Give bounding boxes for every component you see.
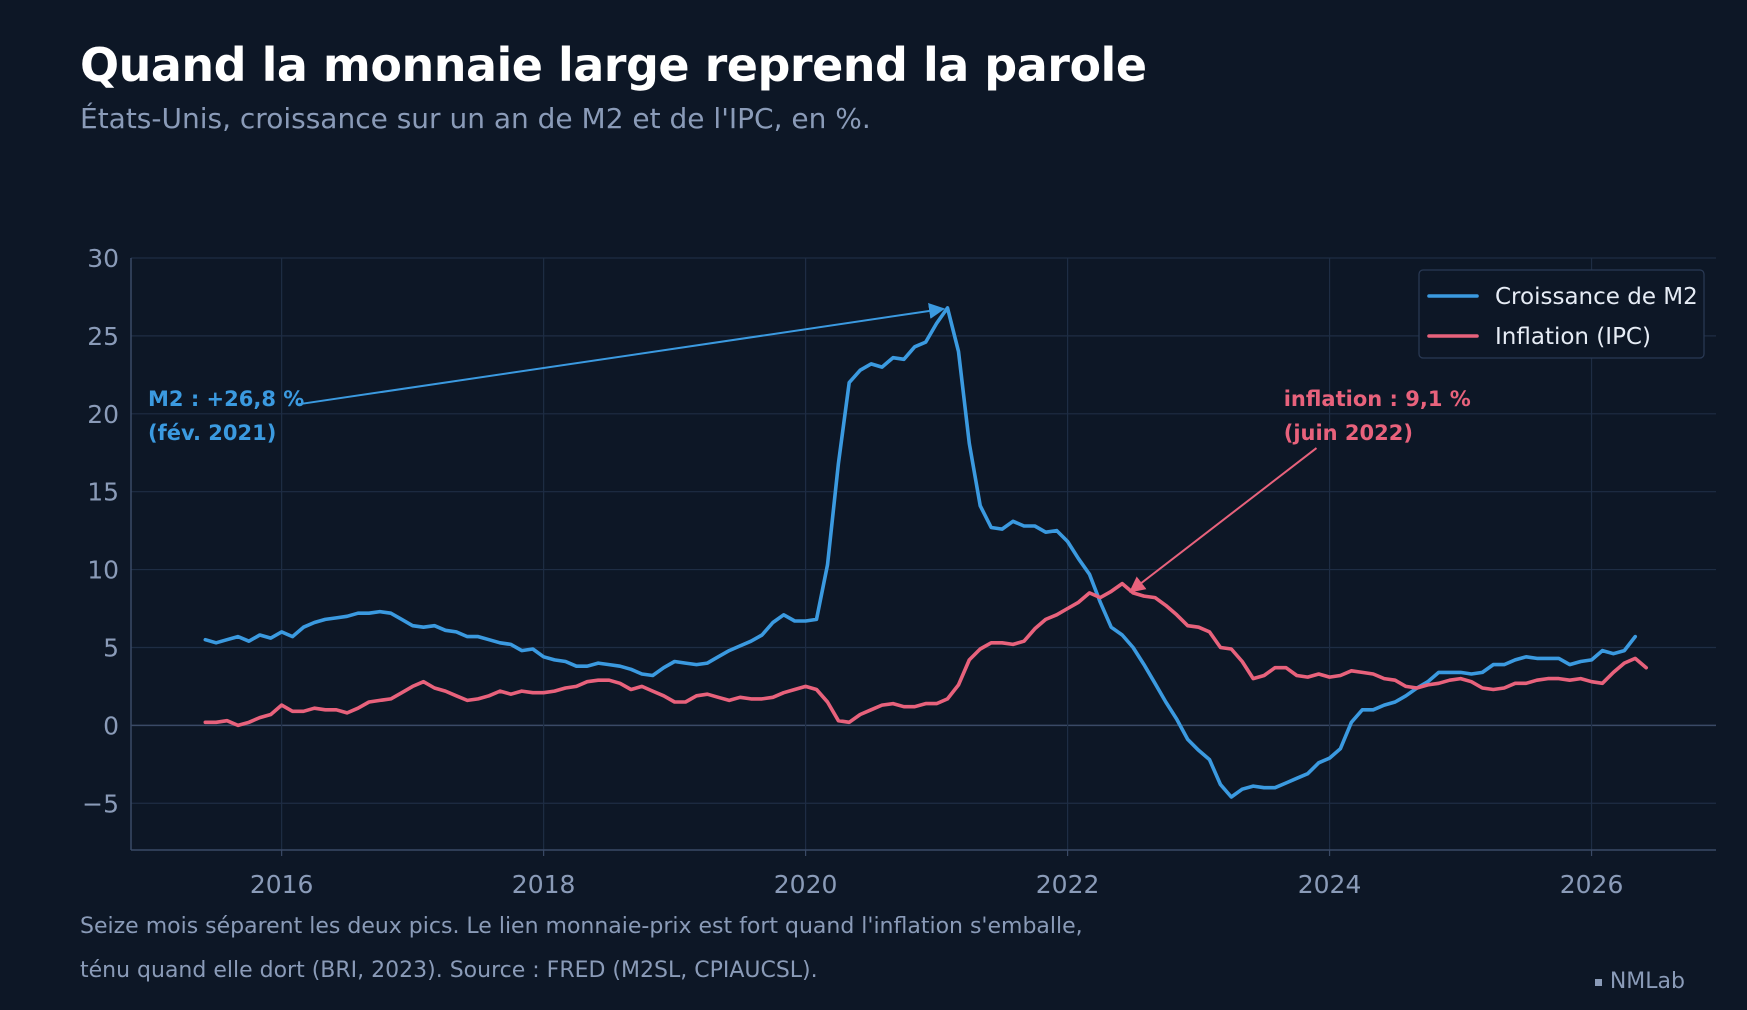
brand-credit: NMLab bbox=[1594, 969, 1685, 994]
brand-square-icon bbox=[1594, 978, 1602, 986]
legend-label: Croissance de M2 bbox=[1495, 284, 1698, 310]
x-tick-label: 2024 bbox=[1298, 870, 1362, 899]
y-tick-label: 15 bbox=[87, 478, 119, 507]
legend-box bbox=[1418, 269, 1705, 359]
y-tick-label: 5 bbox=[103, 633, 119, 662]
brand-label: NMLab bbox=[1609, 969, 1685, 994]
annotations: M2 : +26,8 % (fév. 2021) inflation : 9,1 %… bbox=[148, 303, 1471, 593]
x-tick-label: 2018 bbox=[512, 870, 576, 899]
y-tick-label: 25 bbox=[87, 322, 119, 351]
y-tick-label: −5 bbox=[82, 789, 119, 818]
annotation-m2-arrow bbox=[297, 303, 946, 406]
annotation-cpi-arrow bbox=[1128, 447, 1318, 593]
footnote-line-2: ténu quand elle dort (BRI, 2023). Source… bbox=[80, 958, 818, 983]
x-tick-label: 2016 bbox=[250, 870, 314, 899]
series-line-m2 bbox=[203, 306, 1637, 799]
x-tick-label: 2026 bbox=[1560, 870, 1624, 899]
annotation-cpi-label: (juin 2022) bbox=[1284, 421, 1413, 445]
chart-title: Quand la monnaie large reprend la parole bbox=[80, 38, 1147, 92]
series-lines bbox=[203, 306, 1648, 799]
axes: −5 0 5 10 15 20 25 30 2016 2018 2020 2022 2024 2026 bbox=[82, 244, 1716, 899]
x-tick-label: 2022 bbox=[1036, 870, 1100, 899]
y-tick-label: 20 bbox=[87, 400, 119, 429]
y-tick-label: 0 bbox=[103, 711, 119, 740]
series-line-cpi bbox=[203, 581, 1648, 728]
x-tick-label: 2020 bbox=[774, 870, 838, 899]
y-tick-label: 30 bbox=[87, 244, 119, 273]
annotation-m2-label: (fév. 2021) bbox=[148, 421, 276, 445]
annotation-m2-label: M2 : +26,8 % bbox=[148, 387, 304, 411]
legend: Croissance de M2 Inflation (IPC) bbox=[1418, 269, 1705, 359]
y-tick-label: 10 bbox=[87, 556, 119, 585]
legend-label: Inflation (IPC) bbox=[1495, 324, 1651, 350]
footnote-line-1: Seize mois séparent les deux pics. Le li… bbox=[80, 914, 1083, 939]
chart-subtitle: États-Unis, croissance sur un an de M2 e… bbox=[80, 102, 871, 135]
annotation-cpi-label: inflation : 9,1 % bbox=[1284, 387, 1471, 411]
